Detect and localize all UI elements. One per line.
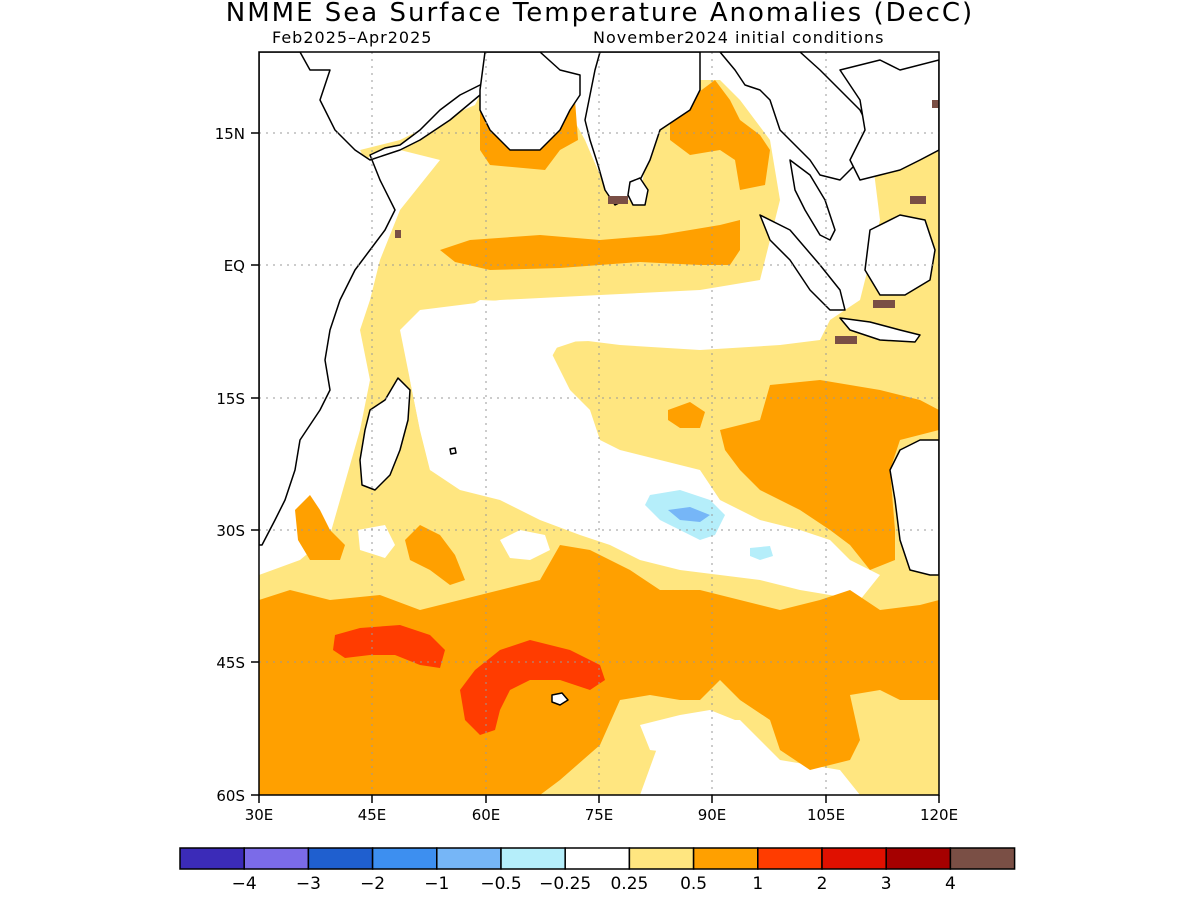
anomaly-field — [259, 52, 939, 795]
lon-tick-label: 90E — [698, 806, 727, 824]
colorbar-swatch — [436, 847, 502, 870]
colorbar-label: 4 — [945, 874, 956, 894]
malay-peninsula-land — [789, 159, 836, 241]
lon-axis-labels: 30E 45E 60E 75E 90E 105E 120E — [245, 806, 958, 824]
anomaly-region-small-east — [668, 402, 705, 428]
anomaly-region-red-central — [460, 640, 605, 735]
tick-marks — [251, 132, 940, 803]
sumatra-land — [759, 214, 846, 311]
australia-land — [889, 439, 939, 576]
anomaly-region-bay-of-bengal — [670, 80, 770, 190]
colorbar-label: −1 — [424, 874, 449, 894]
lon-tick-label: 120E — [920, 806, 958, 824]
colorbar-swatch — [307, 847, 374, 870]
lon-tick-label: 30E — [245, 806, 274, 824]
forecast-period: Feb2025–Apr2025 — [272, 28, 433, 47]
anomaly-region-cool-inner — [668, 507, 710, 522]
colorbar-swatch — [564, 847, 631, 870]
colorbar-label: −0.25 — [539, 874, 591, 894]
lon-tick-label: 75E — [585, 806, 614, 824]
colorbar-swatch — [757, 847, 823, 870]
extreme-cell — [873, 300, 895, 308]
lat-axis-labels: 15N EQ 15S 30S 45S 60S — [215, 125, 245, 805]
colorbar-swatch — [949, 847, 1016, 870]
lon-tick-label: 60E — [472, 806, 501, 824]
anomaly-region-red-west — [333, 625, 445, 668]
chart-title: NMME Sea Surface Temperature Anomalies (… — [225, 0, 975, 28]
colorbar-label: 1 — [752, 874, 763, 894]
lat-tick-label: 45S — [216, 654, 245, 672]
colorbar-label: 3 — [881, 874, 892, 894]
indochina-land — [839, 59, 939, 181]
colorbar-swatch — [500, 847, 566, 870]
lat-tick-label: 30S — [216, 522, 245, 540]
colorbar-label: −2 — [360, 874, 385, 894]
lat-tick-label: EQ — [224, 257, 245, 275]
colorbar: −4 −3 −2 −1 −0.5 −0.25 0.25 0.5 1 2 3 4 — [179, 847, 1016, 894]
colorbar-label: −0.5 — [480, 874, 521, 894]
colorbar-label: 2 — [817, 874, 828, 894]
anomaly-region-sw-blob2 — [405, 525, 465, 585]
borneo-land — [864, 214, 936, 296]
anomaly-region-cool-small — [750, 546, 773, 560]
colorbar-label: −4 — [232, 874, 257, 894]
madagascar-land — [359, 377, 411, 491]
colorbar-label: 0.25 — [610, 874, 648, 894]
anomaly-region-white-patch2 — [640, 710, 735, 755]
colorbar-swatch — [821, 847, 887, 870]
lat-tick-label: 15N — [215, 125, 245, 143]
colorbar-swatch — [243, 847, 310, 870]
anomaly-region-southeast — [720, 380, 939, 570]
africa-land — [259, 52, 491, 546]
extreme-cell — [910, 196, 926, 204]
colorbar-swatch — [692, 847, 759, 870]
grid-lines — [259, 52, 939, 795]
anomaly-region-neutral — [405, 300, 880, 600]
anomaly-region-equatorial — [440, 220, 740, 270]
extreme-cell — [608, 196, 628, 204]
southeast-asia-land — [719, 52, 871, 181]
initial-conditions: November2024 initial conditions — [593, 28, 885, 47]
colorbar-swatch — [371, 847, 438, 870]
landmasses — [259, 52, 939, 706]
colorbar-swatch — [179, 847, 245, 870]
extreme-anomaly-cells — [395, 100, 939, 344]
kerguelen-island — [551, 692, 569, 706]
colorbar-swatch — [628, 847, 695, 870]
extreme-cell — [395, 230, 401, 238]
colorbar-label: −3 — [296, 874, 321, 894]
mauritius-island — [449, 447, 457, 455]
arabia-land — [479, 52, 581, 151]
extreme-cell — [835, 336, 857, 344]
extreme-cell — [932, 100, 939, 108]
lat-tick-label: 15S — [216, 390, 245, 408]
java-land — [839, 317, 921, 343]
colorbar-swatch — [885, 847, 952, 870]
colorbar-label: 0.5 — [680, 874, 707, 894]
anomaly-region-sw-blob1 — [295, 495, 345, 560]
anomaly-region-white-patch3 — [358, 525, 395, 558]
lon-tick-label: 105E — [807, 806, 845, 824]
lon-tick-label: 45E — [358, 806, 387, 824]
lat-tick-label: 60S — [216, 787, 245, 805]
anomaly-region-white-patch1 — [500, 530, 550, 560]
sri-lanka-land — [627, 177, 649, 206]
